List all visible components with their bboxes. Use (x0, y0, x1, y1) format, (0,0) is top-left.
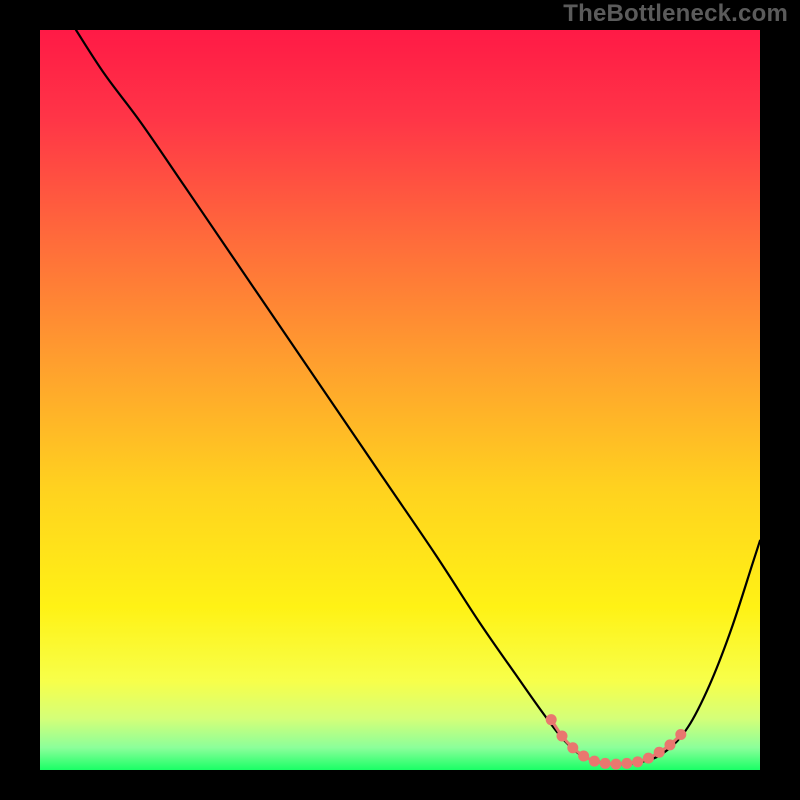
optimal-marker (632, 756, 643, 767)
optimal-marker (600, 758, 611, 769)
optimal-marker (643, 753, 654, 764)
optimal-marker (589, 756, 600, 767)
plot-svg (40, 30, 760, 770)
optimal-marker (654, 747, 665, 758)
plot-area (40, 30, 760, 770)
optimal-marker (578, 750, 589, 761)
optimal-marker (546, 714, 557, 725)
chart-stage: TheBottleneck.com (0, 0, 800, 800)
optimal-marker (665, 739, 676, 750)
plot-background (40, 30, 760, 770)
optimal-marker (557, 730, 568, 741)
optimal-marker (621, 758, 632, 769)
optimal-marker (611, 759, 622, 770)
optimal-marker (567, 742, 578, 753)
watermark-text: TheBottleneck.com (563, 0, 788, 28)
optimal-marker (675, 729, 686, 740)
